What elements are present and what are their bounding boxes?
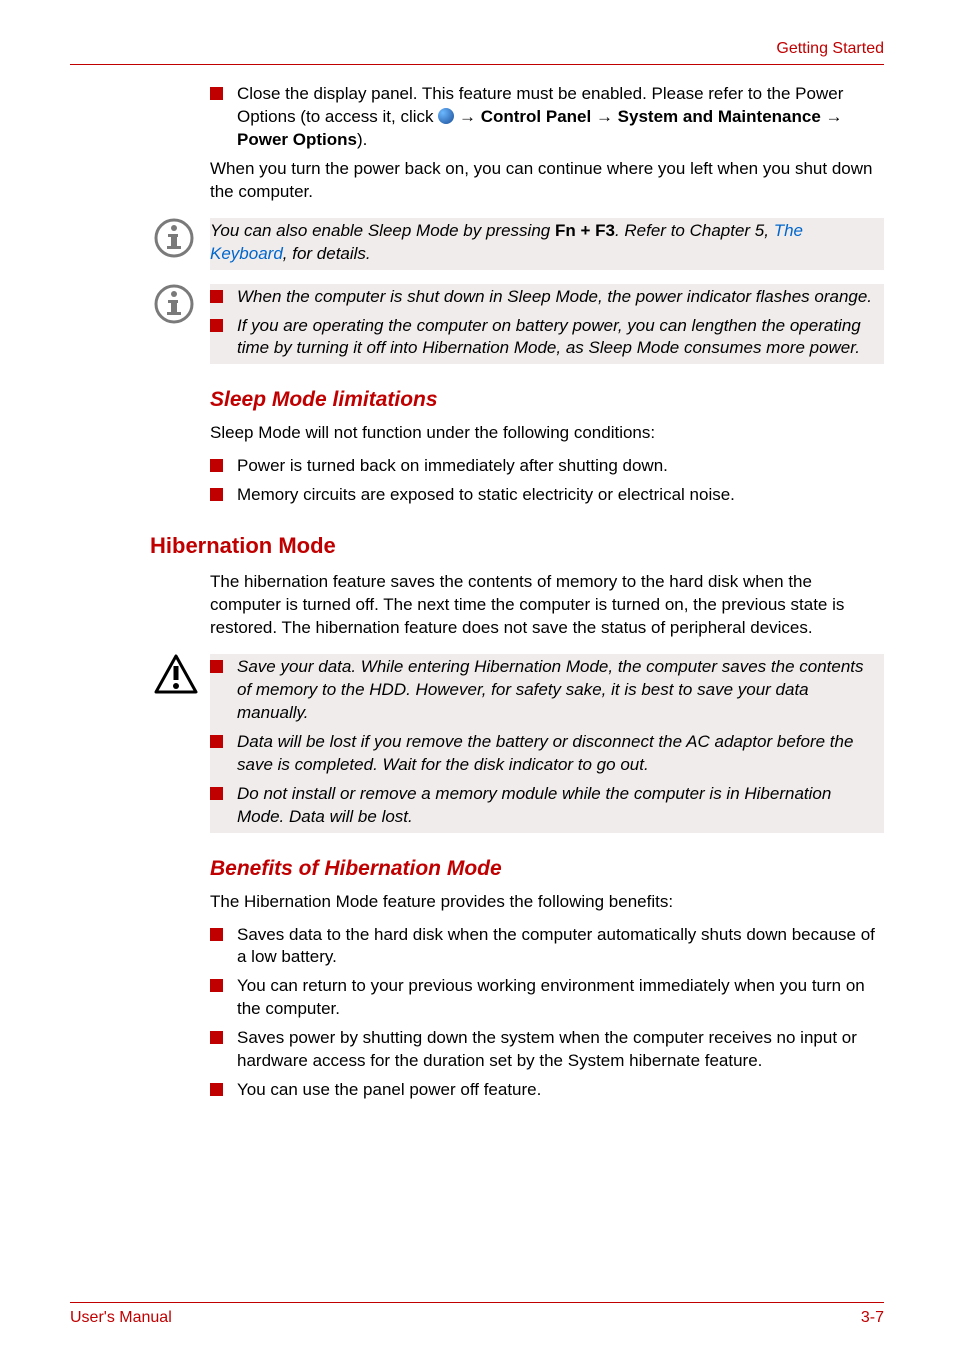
benefits-heading: Benefits of Hibernation Mode [210,857,884,881]
sleep-lim-bullet-1: Power is turned back on immediately afte… [210,455,884,478]
warning-icon [154,654,194,694]
note2-bullet-2: If you are operating the computer on bat… [210,315,878,361]
bullet-icon [210,1083,223,1096]
warn-b1: Save your data. While entering Hibernati… [237,656,878,725]
benefits-bullet-1: Saves data to the hard disk when the com… [210,924,884,970]
sleep-lim-b2: Memory circuits are exposed to static el… [237,484,884,507]
benefits-b1: Saves data to the hard disk when the com… [237,924,884,970]
note-block-2: When the computer is shut down in Sleep … [154,284,884,365]
arrow-icon: → [821,107,843,126]
warning-block: Save your data. While entering Hibernati… [154,654,884,833]
note2-b2-text: If you are operating the computer on bat… [237,315,878,361]
warn-body: Save your data. While entering Hibernati… [210,654,884,833]
page: Getting Started Close the display panel.… [0,0,954,1351]
bullet-icon [210,787,223,800]
intro-b1-close: ). [357,130,367,149]
header-rule [70,64,884,65]
bullet-icon [210,319,223,332]
arrow-icon: → [459,107,481,126]
footer-left: User's Manual [70,1309,172,1327]
bullet-icon [210,459,223,472]
bullet-icon [210,979,223,992]
sleep-limitations-heading: Sleep Mode limitations [210,388,884,412]
arrow-icon: → [591,107,617,126]
benefits-para: The Hibernation Mode feature provides th… [210,891,884,914]
intro-b1-sm: System and Maintenance [618,107,821,126]
info-icon [154,284,194,324]
info-icon [154,218,194,258]
intro-bullet-1-text: Close the display panel. This feature mu… [237,83,884,152]
page-footer: User's Manual 3-7 [70,1302,884,1327]
benefits-b4: You can use the panel power off feature. [237,1079,884,1102]
hib-para: The hibernation feature saves the conten… [210,571,884,640]
intro-b1-po: Power Options [237,130,357,149]
note2-b1-text: When the computer is shut down in Sleep … [237,286,878,309]
note1-text: You can also enable Sleep Mode by pressi… [210,220,878,266]
intro-para2: When you turn the power back on, you can… [210,158,884,204]
benefits-bullet-4: You can use the panel power off feature. [210,1079,884,1102]
footer-row: User's Manual 3-7 [70,1309,884,1327]
warn-bullet-3: Do not install or remove a memory module… [210,783,878,829]
intro-bullet-1: Close the display panel. This feature mu… [210,83,884,152]
benefits-b3: Saves power by shutting down the system … [237,1027,884,1073]
intro-b1-cp: Control Panel [481,107,592,126]
bullet-icon [210,1031,223,1044]
note2-bullet-1: When the computer is shut down in Sleep … [210,286,878,309]
warn-bullet-2: Data will be lost if you remove the batt… [210,731,878,777]
sleep-lim-b1: Power is turned back on immediately afte… [237,455,884,478]
note1-post: , for details. [283,244,371,263]
note1-body: You can also enable Sleep Mode by pressi… [210,218,884,270]
benefits-b2: You can return to your previous working … [237,975,884,1021]
benefits-bullet-2: You can return to your previous working … [210,975,884,1021]
bullet-icon [210,290,223,303]
warn-b2: Data will be lost if you remove the batt… [237,731,878,777]
bullet-icon [210,928,223,941]
note2-body: When the computer is shut down in Sleep … [210,284,884,365]
hibernation-mode-heading: Hibernation Mode [150,533,884,559]
header-section: Getting Started [70,40,884,64]
bullet-icon [210,488,223,501]
warn-b3: Do not install or remove a memory module… [237,783,878,829]
note-block-1: You can also enable Sleep Mode by pressi… [154,218,884,270]
footer-right: 3-7 [861,1309,884,1327]
bullet-icon [210,87,223,100]
note1-pre: You can also enable Sleep Mode by pressi… [210,221,555,240]
note1-mid: . Refer to Chapter 5, [615,221,769,240]
sleep-lim-para: Sleep Mode will not function under the f… [210,422,884,445]
content-column: Close the display panel. This feature mu… [210,83,884,1102]
footer-rule [70,1302,884,1303]
warn-bullet-1: Save your data. While entering Hibernati… [210,656,878,725]
bullet-icon [210,735,223,748]
benefits-bullet-3: Saves power by shutting down the system … [210,1027,884,1073]
sleep-lim-bullet-2: Memory circuits are exposed to static el… [210,484,884,507]
note1-key: Fn + F3 [555,221,615,240]
windows-start-icon [438,108,454,124]
bullet-icon [210,660,223,673]
